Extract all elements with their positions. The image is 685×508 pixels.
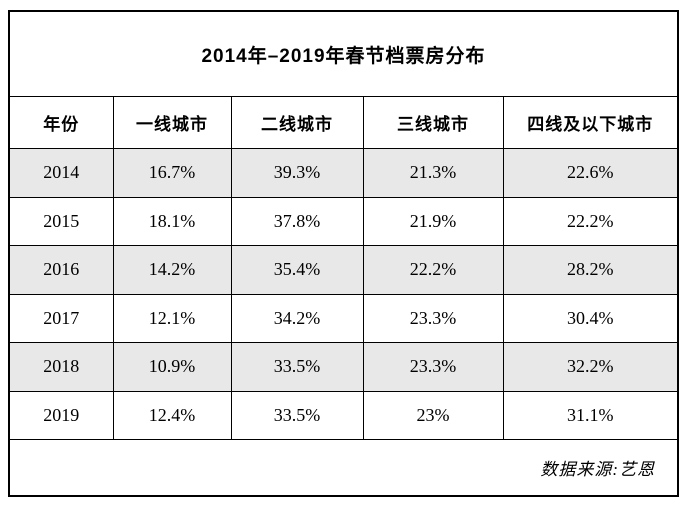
tier4-value-cell: 22.2%	[502, 196, 679, 247]
tier2-value-cell: 33.5%	[230, 342, 364, 392]
tier3-value-cell: 21.3%	[362, 148, 504, 198]
tier3-value-cell: 23.3%	[362, 342, 504, 392]
year-cell: 2016	[8, 245, 114, 295]
tier4-value-cell: 22.6%	[502, 148, 679, 198]
tier4-value-cell: 30.4%	[502, 293, 679, 344]
column-header-tier2: 二线城市	[230, 96, 364, 149]
tier3-value-cell: 21.9%	[362, 196, 504, 247]
table-row-2019: 2019 12.4% 33.5% 23% 31.1%	[8, 390, 679, 441]
tier2-value-cell: 35.4%	[230, 245, 364, 295]
table-row-2017: 2017 12.1% 34.2% 23.3% 30.4%	[8, 293, 679, 344]
tier4-value-cell: 28.2%	[502, 245, 679, 295]
tier4-value-cell: 32.2%	[502, 342, 679, 392]
title-row: 2014年–2019年春节档票房分布	[8, 10, 679, 97]
table-row-2016: 2016 14.2% 35.4% 22.2% 28.2%	[8, 245, 679, 295]
header-row: 年份 一线城市 二线城市 三线城市 四线及以下城市	[8, 96, 679, 149]
tier3-value-cell: 23%	[362, 390, 504, 441]
tier1-value-cell: 16.7%	[112, 148, 232, 198]
tier3-value-cell: 22.2%	[362, 245, 504, 295]
year-cell: 2018	[8, 342, 114, 392]
tier2-value-cell: 33.5%	[230, 390, 364, 441]
column-header-tier4-below: 四线及以下城市	[502, 96, 679, 149]
table-row-2015: 2015 18.1% 37.8% 21.9% 22.2%	[8, 196, 679, 247]
year-cell: 2015	[8, 196, 114, 247]
tier2-value-cell: 37.8%	[230, 196, 364, 247]
tier4-value-cell: 31.1%	[502, 390, 679, 441]
data-source-note: 数据来源:艺恩	[8, 439, 679, 497]
footer-row: 数据来源:艺恩	[8, 439, 679, 497]
tier1-value-cell: 14.2%	[112, 245, 232, 295]
tier1-value-cell: 12.1%	[112, 293, 232, 344]
tier3-value-cell: 23.3%	[362, 293, 504, 344]
table-row-2018: 2018 10.9% 33.5% 23.3% 32.2%	[8, 342, 679, 392]
table-row-2014: 2014 16.7% 39.3% 21.3% 22.6%	[8, 148, 679, 198]
tier1-value-cell: 10.9%	[112, 342, 232, 392]
column-header-tier3: 三线城市	[362, 96, 504, 149]
boxoffice-table: 2014年–2019年春节档票房分布 年份 一线城市 二线城市 三线城市 四线及…	[8, 10, 680, 497]
tier1-value-cell: 12.4%	[112, 390, 232, 441]
tier1-value-cell: 18.1%	[112, 196, 232, 247]
column-header-tier1: 一线城市	[112, 96, 232, 149]
tier2-value-cell: 39.3%	[230, 148, 364, 198]
year-cell: 2014	[8, 148, 114, 198]
table-title: 2014年–2019年春节档票房分布	[8, 10, 679, 97]
tier2-value-cell: 34.2%	[230, 293, 364, 344]
year-cell: 2017	[8, 293, 114, 344]
year-cell: 2019	[8, 390, 114, 441]
column-header-year: 年份	[8, 96, 114, 149]
boxoffice-table-container: 2014年–2019年春节档票房分布 年份 一线城市 二线城市 三线城市 四线及…	[8, 10, 680, 497]
